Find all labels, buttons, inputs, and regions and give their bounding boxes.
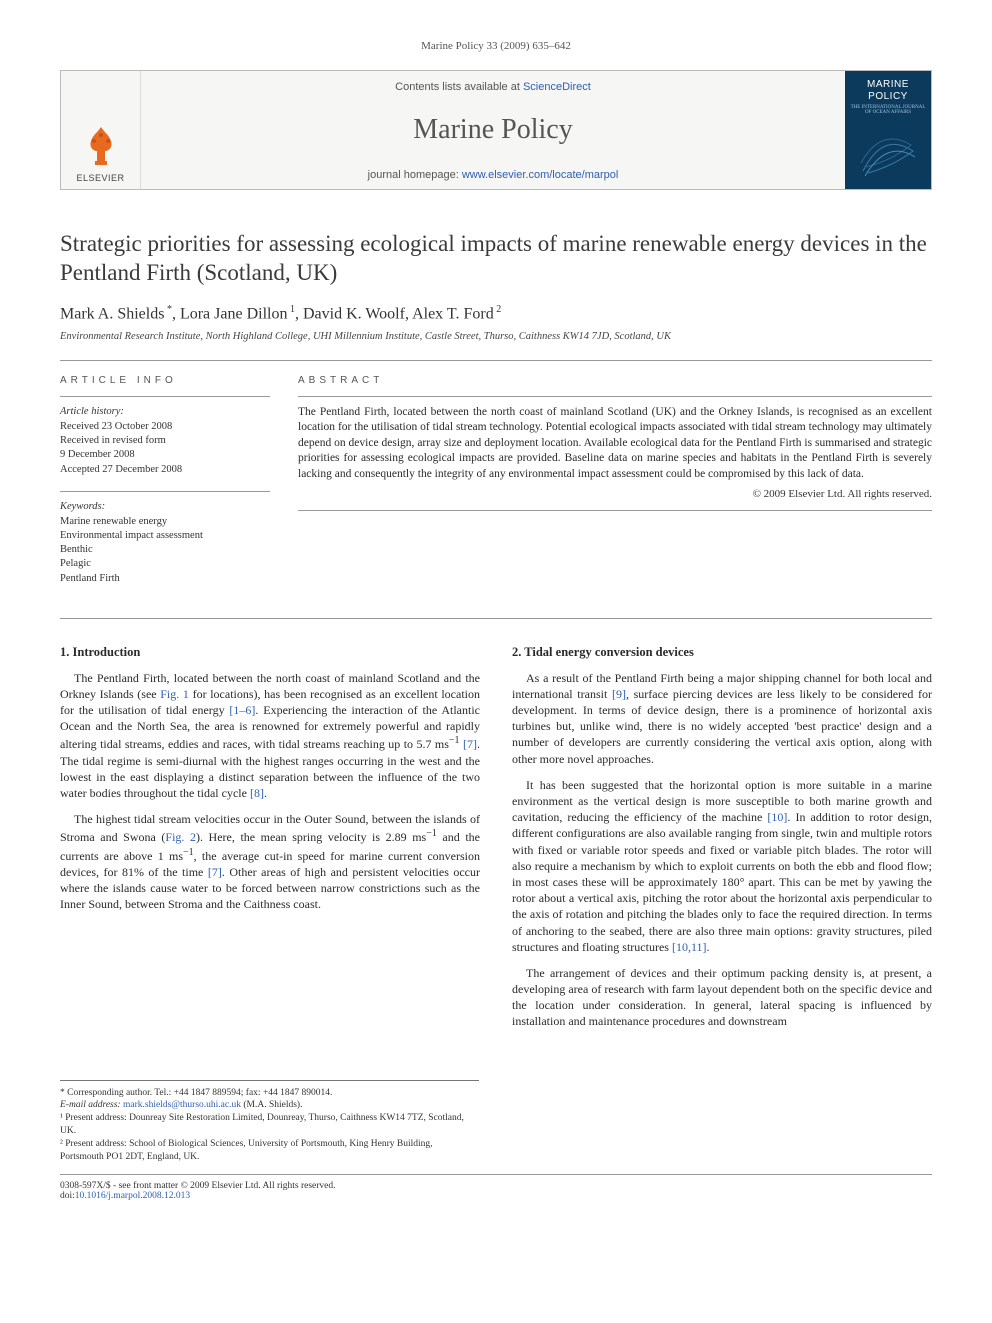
footnote: ¹ Present address: Dounreay Site Restora… (60, 1112, 479, 1138)
figure-ref-link[interactable]: Fig. 2 (165, 830, 196, 844)
section-heading: 1. Introduction (60, 645, 480, 660)
author: Mark A. Shields (60, 305, 164, 322)
cover-title: MARINE POLICY (849, 79, 927, 103)
paragraph: It has been suggested that the horizonta… (512, 777, 932, 955)
history-line: 9 December 2008 (60, 448, 270, 462)
divider (298, 396, 932, 397)
article-title: Strategic priorities for assessing ecolo… (60, 230, 932, 288)
contents-list-line: Contents lists available at ScienceDirec… (149, 81, 837, 93)
body-columns: 1. Introduction The Pentland Firth, loca… (60, 645, 932, 1040)
doi-link[interactable]: 10.1016/j.marpol.2008.12.013 (75, 1191, 190, 1201)
history-label: Article history: (60, 405, 270, 419)
right-column: 2. Tidal energy conversion devices As a … (512, 645, 932, 1040)
author: Lora Jane Dillon (180, 305, 288, 322)
keyword: Environmental impact assessment (60, 529, 270, 543)
publisher-name: ELSEVIER (76, 173, 124, 183)
citation-link[interactable]: [8] (250, 786, 264, 800)
abstract-head: ABSTRACT (298, 375, 932, 386)
journal-cover-thumb: MARINE POLICY THE INTERNATIONAL JOURNAL … (845, 71, 931, 189)
figure-ref-link[interactable]: Fig. 1 (160, 687, 189, 701)
history-line: Received 23 October 2008 (60, 420, 270, 434)
email-suffix: (M.A. Shields). (241, 1100, 303, 1110)
citation-link[interactable]: [1–6] (229, 703, 255, 717)
doi-line: doi:10.1016/j.marpol.2008.12.013 (60, 1191, 336, 1201)
bottom-bar: 0308-597X/$ - see front matter © 2009 El… (60, 1174, 932, 1201)
citation-link[interactable]: [10] (767, 810, 787, 824)
journal-masthead: ELSEVIER Contents lists available at Sci… (60, 70, 932, 190)
citation-link[interactable]: [9] (612, 687, 626, 701)
running-head: Marine Policy 33 (2009) 635–642 (60, 40, 932, 52)
keyword: Marine renewable energy (60, 515, 270, 529)
citation-link[interactable]: [10,11] (672, 940, 707, 954)
keyword: Pelagic (60, 557, 270, 571)
corresponding-author-note: * Corresponding author. Tel.: +44 1847 8… (60, 1087, 479, 1100)
sciencedirect-link[interactable]: ScienceDirect (523, 81, 591, 93)
section-heading: 2. Tidal energy conversion devices (512, 645, 932, 660)
front-matter-line: 0308-597X/$ - see front matter © 2009 El… (60, 1181, 336, 1191)
affiliation: Environmental Research Institute, North … (60, 331, 932, 342)
history-line: Received in revised form (60, 434, 270, 448)
history-line: Accepted 27 December 2008 (60, 463, 270, 477)
journal-name: Marine Policy (149, 114, 837, 146)
divider (60, 396, 270, 397)
affil-mark: 1 (287, 304, 295, 315)
author: Alex T. Ford (412, 305, 494, 322)
left-column: 1. Introduction The Pentland Firth, loca… (60, 645, 480, 1040)
paragraph: As a result of the Pentland Firth being … (512, 670, 932, 767)
paragraph: The highest tidal stream velocities occu… (60, 811, 480, 912)
cover-art-icon (853, 121, 923, 181)
elsevier-tree-icon (77, 121, 125, 169)
email-link[interactable]: mark.shields@thurso.uhi.ac.uk (123, 1100, 241, 1110)
footnotes: * Corresponding author. Tel.: +44 1847 8… (60, 1080, 479, 1164)
email-line: E-mail address: mark.shields@thurso.uhi.… (60, 1099, 479, 1112)
affil-mark: 2 (494, 304, 502, 315)
contents-prefix: Contents lists available at (395, 81, 523, 93)
divider (60, 491, 270, 492)
divider (298, 510, 932, 511)
abstract-column: ABSTRACT The Pentland Firth, located bet… (298, 375, 932, 600)
homepage-prefix: journal homepage: (368, 169, 462, 181)
email-label: E-mail address: (60, 1100, 123, 1110)
journal-homepage-link[interactable]: www.elsevier.com/locate/marpol (462, 169, 619, 181)
author-list: Mark A. Shields *, Lora Jane Dillon 1, D… (60, 304, 932, 323)
abstract-copyright: © 2009 Elsevier Ltd. All rights reserved… (298, 488, 932, 500)
citation-link[interactable]: [7] (208, 865, 222, 879)
paragraph: The arrangement of devices and their opt… (512, 965, 932, 1030)
abstract-text: The Pentland Firth, located between the … (298, 405, 932, 483)
keyword: Benthic (60, 543, 270, 557)
article-info-head: ARTICLE INFO (60, 375, 270, 386)
publisher-logo-block: ELSEVIER (61, 71, 141, 189)
journal-homepage-line: journal homepage: www.elsevier.com/locat… (149, 169, 837, 181)
cover-subtitle: THE INTERNATIONAL JOURNAL OF OCEAN AFFAI… (849, 105, 927, 115)
keyword: Pentland Firth (60, 572, 270, 586)
keywords-label: Keywords: (60, 500, 270, 514)
footnote: ² Present address: School of Biological … (60, 1138, 479, 1164)
paragraph: The Pentland Firth, located between the … (60, 670, 480, 802)
citation-link[interactable]: [7] (463, 737, 477, 751)
article-info-column: ARTICLE INFO Article history: Received 2… (60, 375, 270, 600)
doi-label: doi: (60, 1191, 75, 1201)
corr-mark: * (164, 304, 172, 315)
divider (60, 618, 932, 619)
author: David K. Woolf (303, 305, 405, 322)
